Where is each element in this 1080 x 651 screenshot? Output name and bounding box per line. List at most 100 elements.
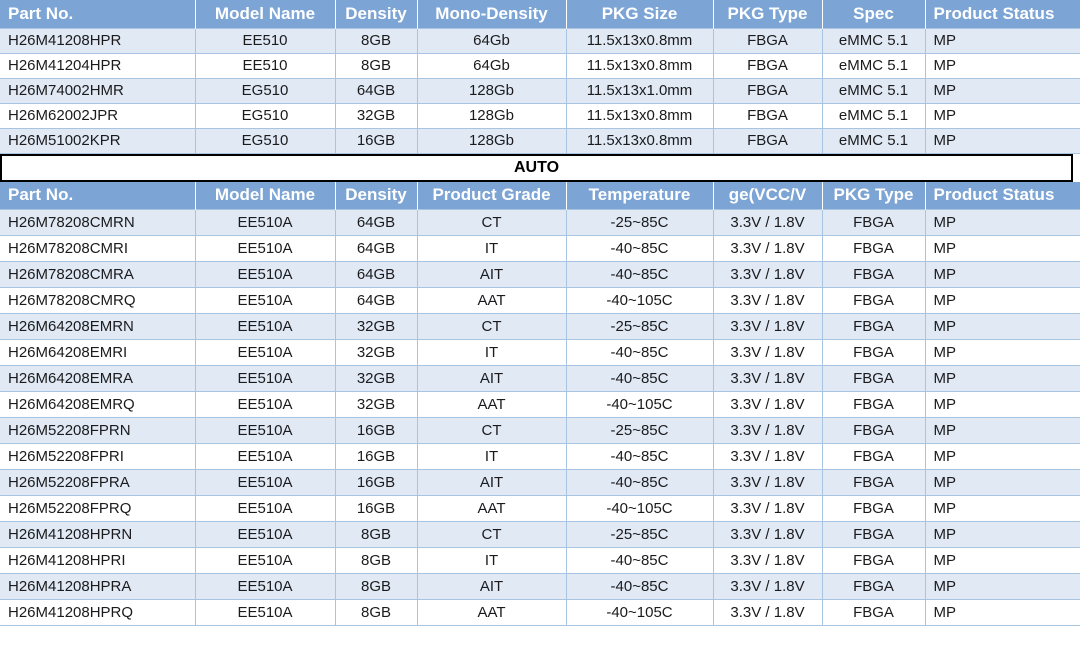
table-cell[interactable]: EE510A — [194, 573, 336, 600]
table-cell[interactable]: MP — [924, 77, 1080, 104]
table-cell[interactable]: H26M51002KPR — [0, 127, 196, 154]
table-cell[interactable]: 3.3V / 1.8V — [712, 261, 823, 288]
table-cell[interactable]: IT — [416, 339, 567, 366]
table-cell[interactable]: EE510A — [194, 391, 336, 418]
table-cell[interactable]: H26M41208HPRQ — [0, 599, 196, 626]
table-cell[interactable]: -40~85C — [565, 573, 714, 600]
table-cell[interactable]: AAT — [416, 599, 567, 626]
column-header[interactable]: Part No. — [0, 181, 195, 210]
table-cell[interactable]: AAT — [416, 495, 567, 522]
table-cell[interactable]: MP — [924, 391, 1080, 418]
table-cell[interactable]: FBGA — [821, 391, 926, 418]
table-cell[interactable]: 64GB — [334, 287, 418, 314]
table-cell[interactable]: -40~85C — [565, 235, 714, 262]
table-cell[interactable]: -25~85C — [565, 521, 714, 548]
table-cell[interactable]: EE510A — [194, 495, 336, 522]
table-cell[interactable]: FBGA — [821, 599, 926, 626]
table-cell[interactable]: EE510A — [194, 261, 336, 288]
table-cell[interactable]: MP — [924, 287, 1080, 314]
table-cell[interactable]: MP — [924, 443, 1080, 470]
table-cell[interactable]: EE510A — [194, 469, 336, 496]
table-cell[interactable]: H26M52208FPRI — [0, 443, 196, 470]
table-cell[interactable]: EE510A — [194, 235, 336, 262]
table-cell[interactable]: FBGA — [821, 313, 926, 340]
table-cell[interactable]: FBGA — [712, 27, 823, 54]
table-cell[interactable]: -40~105C — [565, 495, 714, 522]
table-cell[interactable]: -40~85C — [565, 469, 714, 496]
table-cell[interactable]: H26M64208EMRQ — [0, 391, 196, 418]
table-cell[interactable]: MP — [924, 547, 1080, 574]
table-cell[interactable]: -40~85C — [565, 547, 714, 574]
table-cell[interactable]: MP — [924, 365, 1080, 392]
table-cell[interactable]: -40~105C — [565, 287, 714, 314]
table-cell[interactable]: FBGA — [712, 102, 823, 129]
table-cell[interactable]: FBGA — [821, 495, 926, 522]
table-cell[interactable]: 32GB — [334, 313, 418, 340]
table-cell[interactable]: 32GB — [334, 102, 418, 129]
table-cell[interactable]: EE510A — [194, 339, 336, 366]
table-cell[interactable]: H26M78208CMRA — [0, 261, 196, 288]
column-header[interactable]: Product Status — [924, 0, 1080, 28]
table-cell[interactable]: MP — [924, 235, 1080, 262]
table-cell[interactable]: FBGA — [821, 469, 926, 496]
table-cell[interactable]: FBGA — [712, 52, 823, 79]
table-cell[interactable]: FBGA — [821, 209, 926, 236]
table-cell[interactable]: AIT — [416, 573, 567, 600]
table-cell[interactable]: 3.3V / 1.8V — [712, 235, 823, 262]
table-cell[interactable]: EE510A — [194, 443, 336, 470]
table-cell[interactable]: eMMC 5.1 — [821, 77, 926, 104]
table-cell[interactable]: H26M78208CMRI — [0, 235, 196, 262]
column-header[interactable]: Mono-Density — [416, 0, 566, 28]
table-cell[interactable]: 3.3V / 1.8V — [712, 339, 823, 366]
table-cell[interactable]: 16GB — [334, 127, 418, 154]
table-cell[interactable]: 64GB — [334, 235, 418, 262]
table-cell[interactable]: AIT — [416, 365, 567, 392]
table-cell[interactable]: EE510A — [194, 287, 336, 314]
table-cell[interactable]: H26M64208EMRA — [0, 365, 196, 392]
column-header[interactable]: Model Name — [194, 181, 335, 210]
table-cell[interactable]: eMMC 5.1 — [821, 127, 926, 154]
table-cell[interactable]: H26M41204HPR — [0, 52, 196, 79]
table-cell[interactable]: 3.3V / 1.8V — [712, 521, 823, 548]
table-cell[interactable]: 64GB — [334, 77, 418, 104]
table-cell[interactable]: MP — [924, 495, 1080, 522]
table-cell[interactable]: 3.3V / 1.8V — [712, 209, 823, 236]
table-cell[interactable]: MP — [924, 521, 1080, 548]
table-cell[interactable]: 64Gb — [416, 27, 567, 54]
table-cell[interactable]: 3.3V / 1.8V — [712, 313, 823, 340]
column-header[interactable]: ge(VCC/V — [712, 181, 822, 210]
table-cell[interactable]: CT — [416, 313, 567, 340]
table-cell[interactable]: H26M41208HPRA — [0, 573, 196, 600]
table-cell[interactable]: FBGA — [712, 77, 823, 104]
table-cell[interactable]: FBGA — [821, 235, 926, 262]
table-cell[interactable]: -40~85C — [565, 365, 714, 392]
column-header[interactable]: Temperature — [565, 181, 713, 210]
table-cell[interactable]: 3.3V / 1.8V — [712, 365, 823, 392]
column-header[interactable]: Density — [334, 181, 417, 210]
table-cell[interactable]: AAT — [416, 391, 567, 418]
table-cell[interactable]: 3.3V / 1.8V — [712, 391, 823, 418]
column-header[interactable]: PKG Type — [712, 0, 822, 28]
table-cell[interactable]: 3.3V / 1.8V — [712, 495, 823, 522]
table-cell[interactable]: 11.5x13x0.8mm — [565, 127, 714, 154]
table-cell[interactable]: -25~85C — [565, 209, 714, 236]
table-cell[interactable]: H26M52208FPRQ — [0, 495, 196, 522]
table-cell[interactable]: H26M74002HMR — [0, 77, 196, 104]
table-cell[interactable]: EE510 — [194, 52, 336, 79]
table-cell[interactable]: 128Gb — [416, 102, 567, 129]
table-cell[interactable]: MP — [924, 599, 1080, 626]
column-header[interactable]: Product Grade — [416, 181, 566, 210]
table-cell[interactable]: IT — [416, 235, 567, 262]
table-cell[interactable]: H26M41208HPR — [0, 27, 196, 54]
table-cell[interactable]: IT — [416, 443, 567, 470]
table-cell[interactable]: MP — [924, 209, 1080, 236]
table-cell[interactable]: MP — [924, 313, 1080, 340]
table-cell[interactable]: 32GB — [334, 365, 418, 392]
column-header[interactable]: Density — [334, 0, 417, 28]
table-cell[interactable]: 64GB — [334, 209, 418, 236]
table-cell[interactable]: 16GB — [334, 495, 418, 522]
table-cell[interactable]: AIT — [416, 469, 567, 496]
table-cell[interactable]: EE510A — [194, 599, 336, 626]
table-cell[interactable]: AAT — [416, 287, 567, 314]
table-cell[interactable]: MP — [924, 127, 1080, 154]
